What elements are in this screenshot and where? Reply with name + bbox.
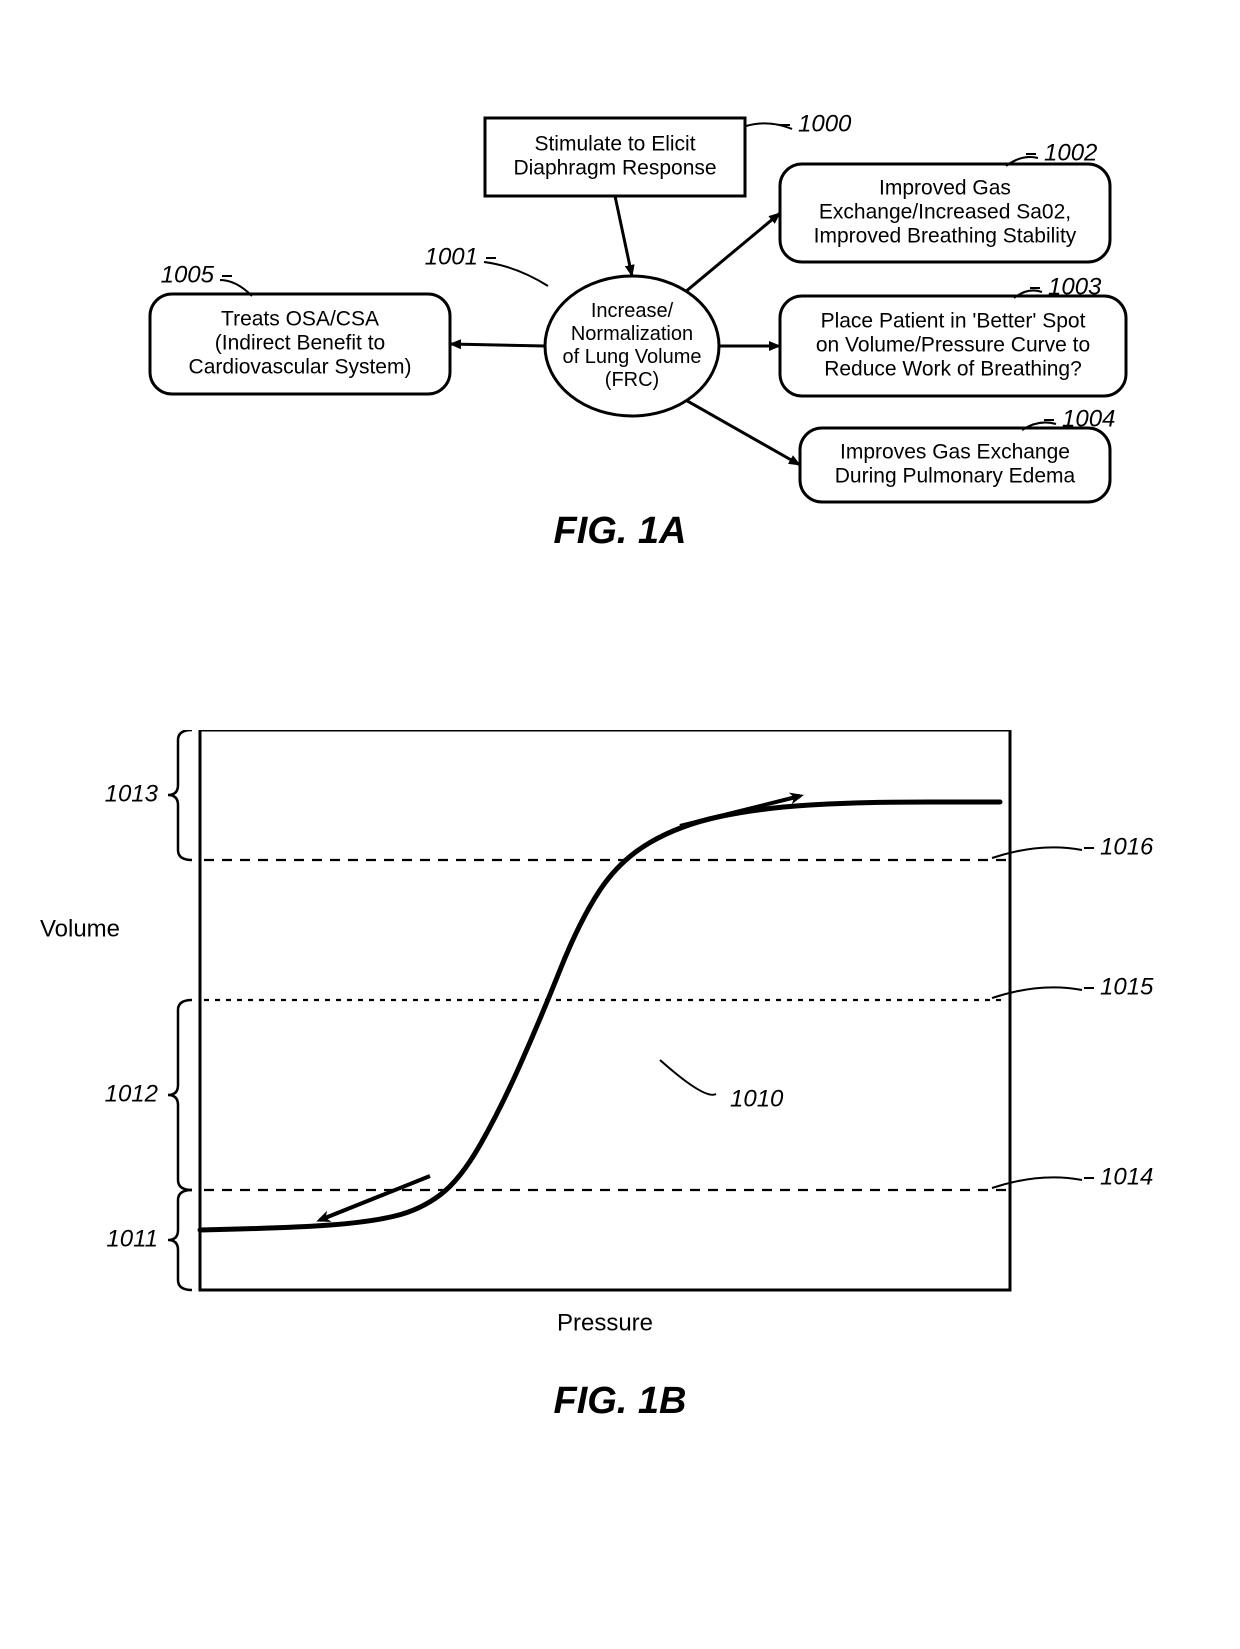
x-axis-label: Pressure [557,1309,653,1336]
figure-1b-svg: 1011 1012 1013 1014 1015 1016 1010 Volume Press… [0,730,1240,1410]
figure-1b-title: FIG. 1B [0,1380,1240,1423]
ref-number: 1011 [106,1225,158,1252]
figure-1b: 1011 1012 1013 1014 1015 1016 1010 Volume Press… [0,730,1240,1410]
svg-text:(FRC): (FRC) [605,369,659,391]
svg-text:Increase/: Increase/ [591,300,674,322]
svg-text:Exchange/Increased Sa02,: Exchange/Increased Sa02, [819,201,1071,224]
page: Stimulate to ElicitDiaphragm Response Inc… [0,0,1240,1649]
ref-number: 1016 [1100,833,1154,860]
figure-1a: Stimulate to ElicitDiaphragm Response Inc… [0,40,1240,560]
figure-1a-svg: Stimulate to ElicitDiaphragm Response Inc… [0,40,1240,560]
ref-number: 1001 [425,243,478,270]
edge [450,344,545,346]
brace [168,730,192,860]
ref-number: 1012 [105,1080,158,1107]
svg-text:Normalization: Normalization [571,323,693,345]
ref-number: 1014 [1100,1163,1153,1190]
edge [684,399,800,465]
edge [615,196,632,276]
svg-text:Diaphragm Response: Diaphragm Response [513,157,716,180]
svg-text:Treats OSA/CSA: Treats OSA/CSA [221,307,379,330]
svg-text:of Lung Volume: of Lung Volume [563,346,702,368]
svg-text:on Volume/Pressure Curve to: on Volume/Pressure Curve to [816,334,1090,357]
svg-text:Improves Gas Exchange: Improves Gas Exchange [840,440,1070,463]
ref-number: 1004 [1062,405,1115,432]
plot-frame [200,730,1010,1290]
ref-number: 1000 [798,110,852,137]
svg-text:(Indirect Benefit to: (Indirect Benefit to [215,332,385,355]
svg-text:Cardiovascular System): Cardiovascular System) [189,356,412,379]
ref-number: 1005 [161,261,215,288]
svg-text:Place Patient in 'Better' Spot: Place Patient in 'Better' Spot [821,309,1086,332]
figure-1a-title: FIG. 1A [0,510,1240,553]
svg-text:Improved Gas: Improved Gas [879,176,1011,199]
brace [168,1190,192,1290]
svg-text:Reduce Work of Breathing?: Reduce Work of Breathing? [824,358,1082,381]
y-axis-label: Volume [40,915,120,942]
svg-text:Improved Breathing Stability: Improved Breathing Stability [814,225,1077,248]
ref-number: 1002 [1044,139,1097,166]
ref-number: 1003 [1048,273,1102,300]
svg-text:Stimulate to Elicit: Stimulate to Elicit [534,132,695,155]
ref-number: 1015 [1100,973,1154,1000]
brace [168,1000,192,1190]
ref-number: 1013 [105,780,159,807]
edge [684,213,780,293]
ref-leader [484,262,548,286]
svg-text:During Pulmonary Edema: During Pulmonary Edema [835,465,1076,488]
ref-number: 1010 [730,1085,784,1112]
